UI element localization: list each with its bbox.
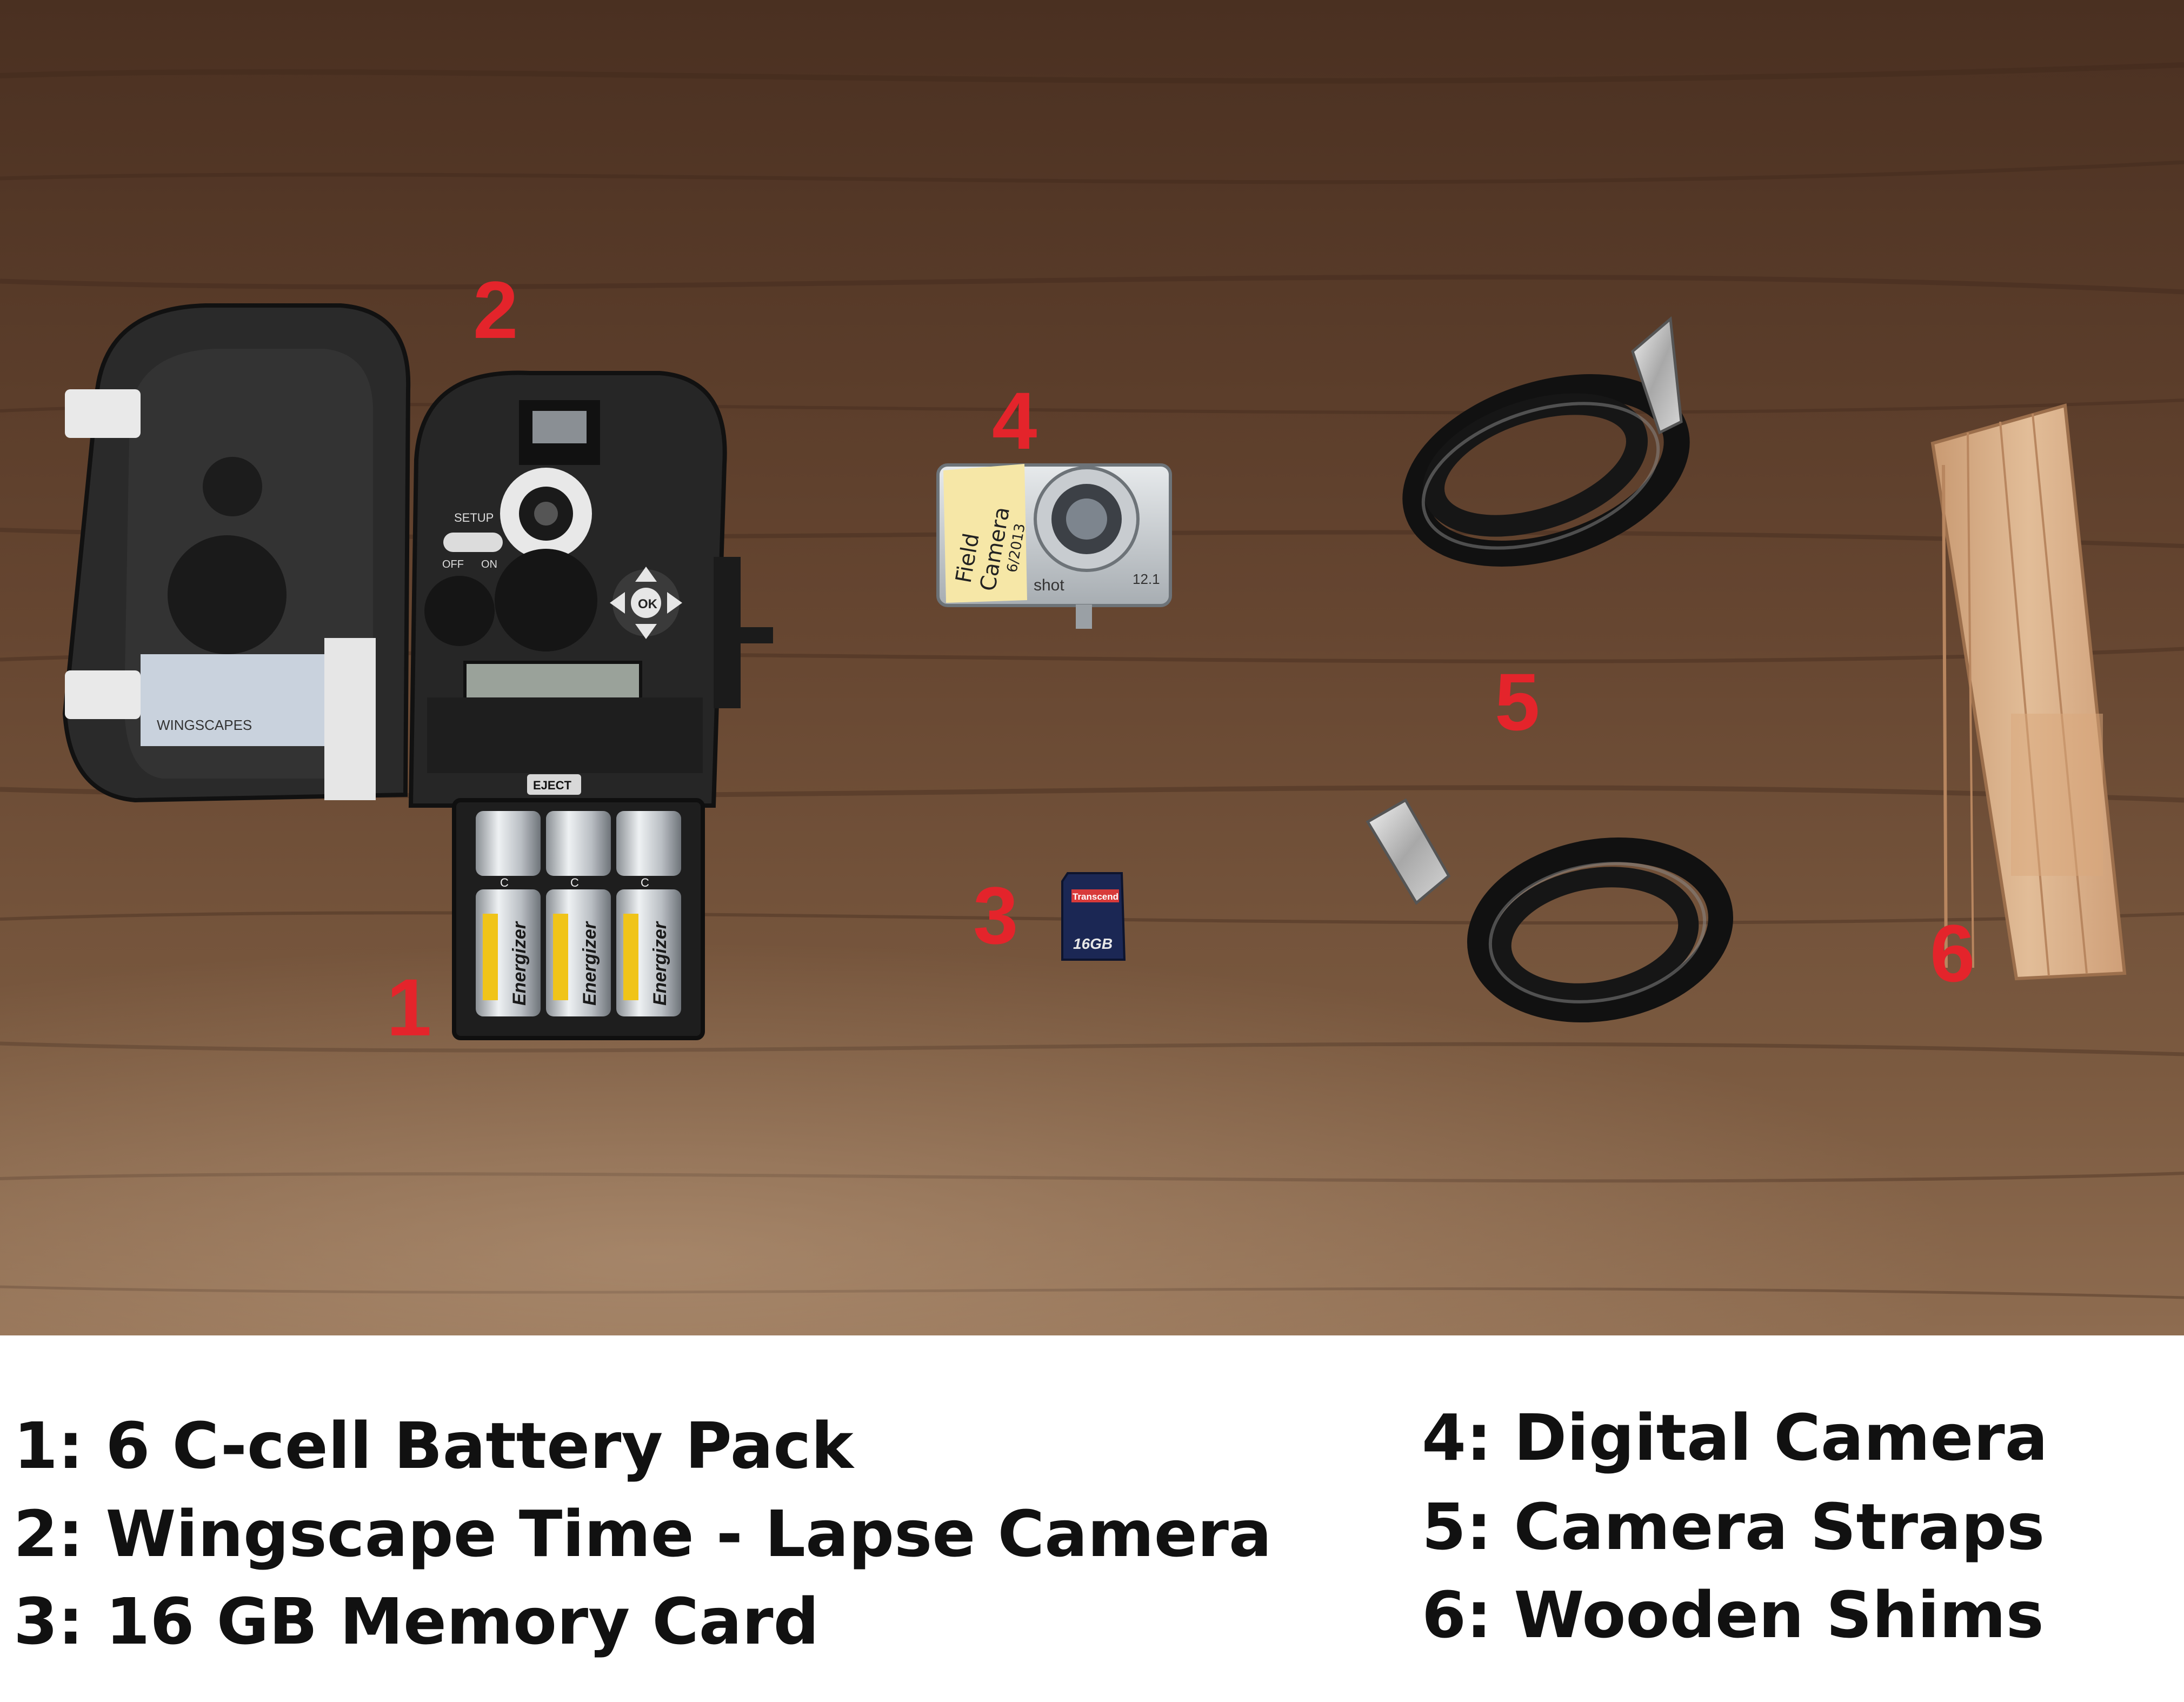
legend-item-2: 2: Wingscape Time - Lapse Camera (14, 1497, 1272, 1571)
sticky-note (943, 464, 1027, 603)
callout-2: 2 (473, 264, 518, 355)
sd-brand: Transcend (1073, 892, 1118, 902)
door-label (141, 654, 346, 746)
camera-strap-top (1402, 316, 1690, 567)
on-label: ON (481, 559, 497, 570)
battery-size: C (641, 876, 649, 889)
battery-row-top (476, 811, 681, 876)
time-lapse-camera: WINGSCAPES SETUP OFF ON OK EJECT (62, 303, 773, 808)
callout-1: 1 (387, 962, 431, 1053)
camera-megapixels: 12.1 (1133, 571, 1160, 587)
setup-label: SETUP (454, 511, 494, 524)
battery-size: C (500, 876, 509, 889)
door-clip (65, 389, 141, 438)
eject-label: EJECT (533, 779, 571, 792)
memory-card: Transcend 16GB (1061, 872, 1126, 961)
sd-capacity: 16GB (1073, 935, 1113, 952)
callout-4: 4 (992, 375, 1037, 466)
camera-model: shot (1034, 576, 1064, 594)
legend-item-5: 5: Camera Straps (1422, 1490, 2045, 1564)
legend-item-3: 3: 16 GB Memory Card (14, 1584, 820, 1659)
battery-brand: Energizer (509, 921, 530, 1006)
ok-label: OK (638, 597, 658, 611)
photo-canvas: WINGSCAPES SETUP OFF ON OK EJECT (0, 0, 2184, 1335)
digital-camera: Field Camera 6/2013 shot 12.1 (936, 463, 1172, 629)
callout-6: 6 (1930, 908, 1975, 999)
battery-brand: Energizer (650, 921, 670, 1006)
legend-item-6: 6: Wooden Shims (1422, 1578, 2044, 1652)
legend: 1: 6 C-cell Battery Pack 2: Wingscape Ti… (0, 1335, 2184, 1702)
battery-row-bottom: Energizer Energizer Energizer C C C (476, 876, 681, 1016)
legend-item-4: 4: Digital Camera (1422, 1400, 2048, 1475)
photo: WINGSCAPES SETUP OFF ON OK EJECT (0, 0, 2184, 1335)
dpad: OK (610, 567, 682, 639)
door-clip (65, 670, 141, 719)
brand-label: WINGSCAPES (157, 717, 252, 733)
battery-size: C (570, 876, 579, 889)
battery-brand: Energizer (580, 921, 600, 1006)
callout-5: 5 (1495, 656, 1540, 747)
off-label: OFF (442, 559, 464, 570)
battery-pack: Energizer Energizer Energizer C C C (452, 798, 705, 1040)
legend-item-1: 1: 6 C-cell Battery Pack (14, 1408, 854, 1483)
wooden-shims (1930, 403, 2127, 981)
callout-3: 3 (973, 870, 1018, 961)
camera-strap-bottom (1366, 798, 1734, 1023)
